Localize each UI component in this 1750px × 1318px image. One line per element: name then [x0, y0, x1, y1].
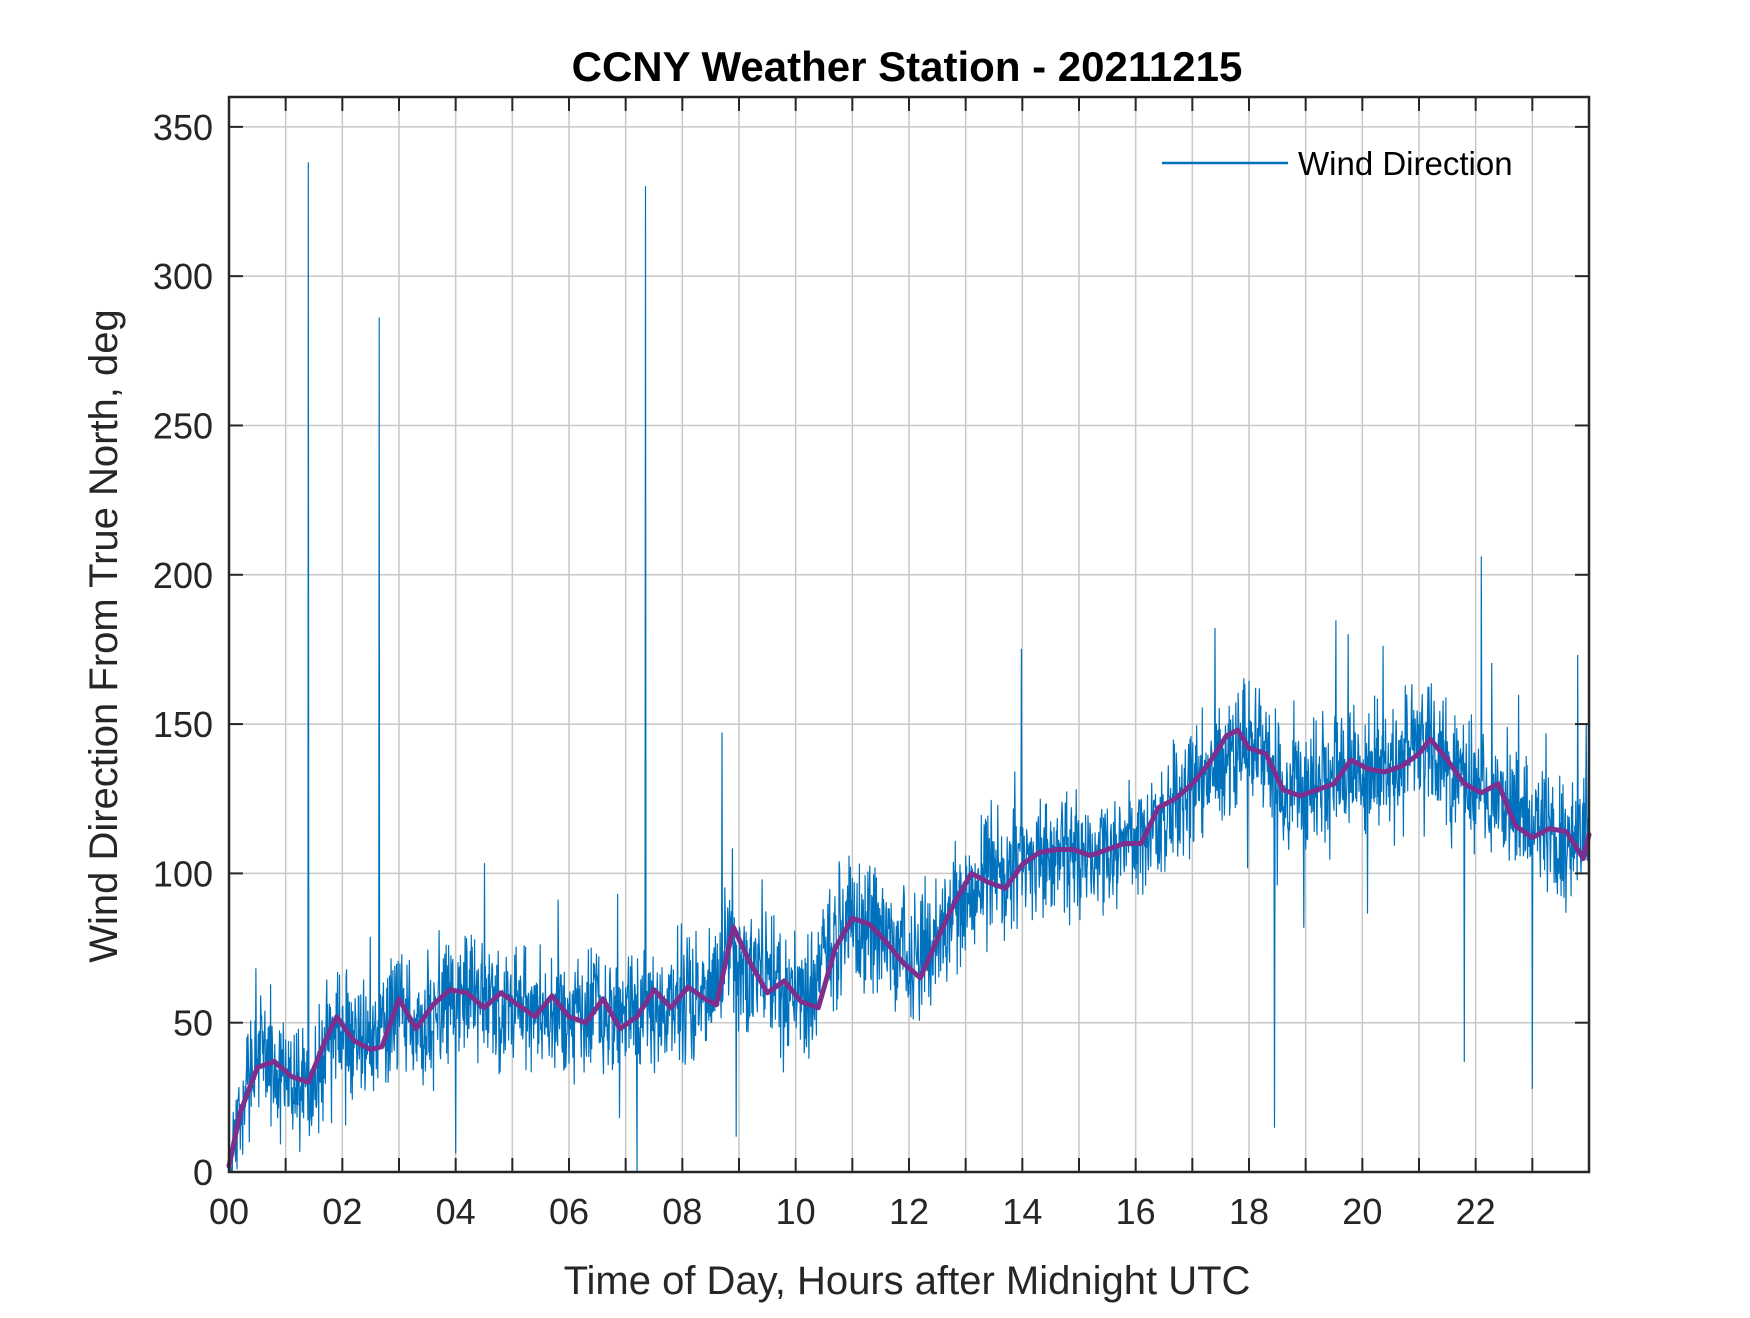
x-tick-label: 02: [322, 1191, 362, 1232]
x-tick-label: 16: [1116, 1191, 1156, 1232]
y-tick-labels: 0 50 100 150 200 250 300 350: [153, 107, 213, 1193]
x-tick-label: 12: [889, 1191, 929, 1232]
y-axis-label: Wind Direction From True North, deg: [82, 309, 126, 963]
y-tick-label: 150: [153, 704, 213, 745]
y-tick-label: 100: [153, 853, 213, 894]
y-tick-label: 350: [153, 107, 213, 148]
x-tick-label: 10: [776, 1191, 816, 1232]
x-tick-label: 18: [1229, 1191, 1269, 1232]
x-axis-label: Time of Day, Hours after Midnight UTC: [564, 1259, 1251, 1303]
y-tick-label: 0: [193, 1152, 213, 1193]
x-tick-label: 08: [662, 1191, 702, 1232]
y-tick-label: 300: [153, 256, 213, 297]
x-tick-labels: 00 02 04 06 08 10 12 14 16 18 20 22: [209, 1191, 1496, 1232]
x-tick-label: 14: [1002, 1191, 1042, 1232]
legend-label-wind-direction: Wind Direction: [1298, 145, 1513, 182]
x-tick-label: 06: [549, 1191, 589, 1232]
y-tick-label: 50: [173, 1003, 213, 1044]
series-line-running-mean: [226, 727, 1592, 1169]
series-layer: [226, 162, 1592, 1173]
y-tick-label: 250: [153, 405, 213, 446]
x-tick-label: 20: [1342, 1191, 1382, 1232]
legend: Wind Direction: [1162, 145, 1513, 182]
x-tick-label: 22: [1456, 1191, 1496, 1232]
x-tick-label: 04: [436, 1191, 476, 1232]
series-line-wind-direction: [228, 162, 1590, 1173]
y-tick-label: 200: [153, 555, 213, 596]
chart-title: CCNY Weather Station - 20211215: [572, 43, 1243, 90]
ticks: [228, 97, 1590, 1173]
x-tick-label: 00: [209, 1191, 249, 1232]
